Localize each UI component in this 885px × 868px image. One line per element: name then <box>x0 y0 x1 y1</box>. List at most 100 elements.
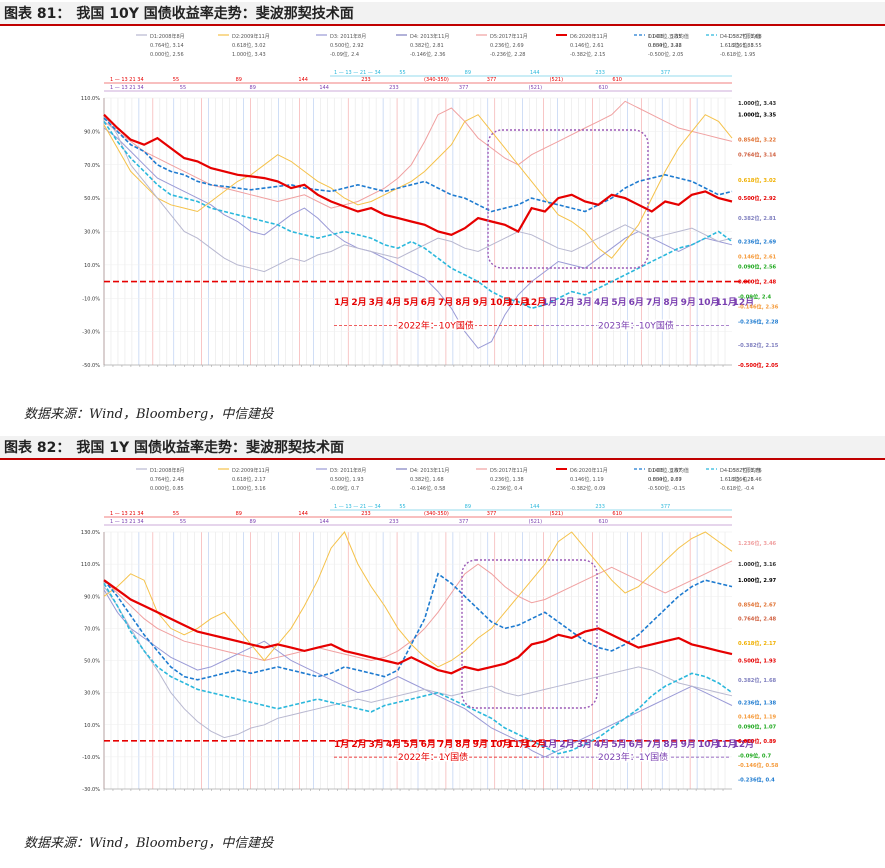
month-label: 8月 <box>663 739 678 750</box>
legend-text: 1.000位, 2.97 <box>648 467 682 474</box>
level-label: -0.236位, 2.28 <box>738 318 779 326</box>
legend-text: 0.854位, 3.22 <box>648 42 682 49</box>
legend-text: D4-D5：下限均值 <box>720 33 761 40</box>
level-label: 0.500位, 2.92 <box>738 194 777 202</box>
legend-text: D1-D5：五枚均值 <box>648 467 689 474</box>
level-label: -0.09位, 0.7 <box>738 751 771 759</box>
legend-text: 0.000位, 2.48 <box>648 42 682 49</box>
legend-text: 0.618位, 3.02 <box>232 42 266 49</box>
y-tick-label: 110.0% <box>81 96 100 102</box>
level-label: 0.618位, 3.02 <box>738 176 777 184</box>
fib-label: 144 <box>530 70 540 76</box>
legend-text: 1.236位, 3.46 <box>728 476 762 483</box>
month-label: 10月 <box>490 297 512 308</box>
level-label: 0.000位, 2.48 <box>738 278 777 286</box>
legend-text: 1.618位, 4.26 <box>720 476 754 483</box>
fib-label: 55 <box>399 70 405 76</box>
level-label: -0.500位, 2.05 <box>738 361 779 369</box>
y-tick-label: 50.0% <box>84 196 100 202</box>
legend-text: 0.500位, 1.93 <box>330 476 364 483</box>
month-label: 6月 <box>629 739 644 750</box>
legend-text: D1:2008年8月 <box>150 467 185 474</box>
level-label: -0.146位, 2.36 <box>738 303 779 311</box>
fib-label: 89 <box>465 504 471 510</box>
legend-text: -0.500位, 2.05 <box>648 51 683 58</box>
series-line <box>103 582 733 755</box>
legend-text: D2:2009年11月 <box>232 467 270 474</box>
month-label: 1月 <box>334 297 349 308</box>
level-label: 0.090位, 1.07 <box>738 722 777 730</box>
fib-label: 55 <box>399 504 405 510</box>
month-label: 3月 <box>577 297 592 308</box>
legend-text: 0.764位, 2.48 <box>150 476 184 483</box>
legend-text: D3: 2011年8月 <box>330 33 366 40</box>
legend-text: D4: 2013年11月 <box>410 467 449 474</box>
month-label: 6月 <box>421 739 436 750</box>
legend-text: 0.236位, 2.69 <box>490 42 524 49</box>
level-label: 0.618位, 2.17 <box>738 639 777 647</box>
legend-text: 0.146位, 2.61 <box>570 42 604 49</box>
month-label: 2月 <box>559 739 574 750</box>
highlight-box <box>487 129 649 269</box>
fib-label: 233 <box>389 85 399 91</box>
fib-label: (521) <box>529 85 542 91</box>
level-label: 0.146位, 1.19 <box>738 713 777 721</box>
period-2022-label: 2022年：1Y国债 <box>398 751 468 763</box>
fib-label: 55 <box>180 85 186 91</box>
level-label: -0.146位, 0.58 <box>738 761 779 769</box>
month-label: 2月 <box>559 297 574 308</box>
legend-text: -0.146位, 0.58 <box>410 485 445 492</box>
legend-text: 1.236位, 3.55 <box>728 42 762 49</box>
period-2023-label: 2023年：10Y国债 <box>598 319 674 331</box>
series-line <box>103 531 733 668</box>
month-label: 5月 <box>403 739 418 750</box>
figure-82-chart: D1:2008年8月 0.764位, 2.48 0.000位, 0.85 D2:200… <box>81 467 779 793</box>
fib-label: 55 <box>173 511 179 517</box>
level-label: 1.000位, 3.35 <box>738 111 777 119</box>
y-tick-label: -10.0% <box>82 296 100 302</box>
fib-label: 377 <box>459 519 469 525</box>
month-label: 9月 <box>681 739 696 750</box>
fib-label: 89 <box>250 85 256 91</box>
month-label: 8月 <box>455 739 470 750</box>
legend-text: -0.236位, 0.4 <box>490 485 522 492</box>
month-label: 8月 <box>455 297 470 308</box>
fib-label: 377 <box>661 70 671 76</box>
level-label: 0.854位, 3.22 <box>738 136 777 144</box>
legend-text: 0.764位, 3.14 <box>150 42 184 49</box>
month-label: 7月 <box>438 297 453 308</box>
figure-82-title-text: 我国 1Y 国债收益率走势：斐波那契技术面 <box>76 440 344 456</box>
legend-text: 1.000位, 3.35 <box>648 33 682 40</box>
y-tick-label: 90.0% <box>84 129 100 135</box>
legend-text: -0.500位, -0.15 <box>648 485 685 492</box>
fib-label: 144 <box>319 85 329 91</box>
month-label: 1月 <box>334 739 349 750</box>
series-line <box>103 120 733 310</box>
month-label: 12月 <box>733 739 755 750</box>
month-label: 5月 <box>611 739 626 750</box>
month-label: 5月 <box>611 297 626 308</box>
legend-text: 0.000位, 0.85 <box>150 485 184 492</box>
fib-label: 233 <box>361 77 371 83</box>
month-label: 8月 <box>663 297 678 308</box>
legend-text: -0.236位, 2.28 <box>490 51 525 58</box>
fib-label: 233 <box>389 519 399 525</box>
month-label: 12月 <box>733 297 755 308</box>
legend-text: D5:2017年11月 <box>490 467 528 474</box>
fib-label: 1 — 13 21 34 <box>110 511 144 517</box>
y-tick-label: 130.0% <box>81 530 100 536</box>
level-label: 0.090位, 2.56 <box>738 263 777 271</box>
level-label: 1.000位, 3.43 <box>738 99 777 107</box>
legend-text: 0.382位, 2.81 <box>410 42 444 49</box>
level-label: 1.000位, 2.97 <box>738 576 777 584</box>
month-label: 7月 <box>646 739 661 750</box>
legend-text: 0.000位, 0.89 <box>648 476 682 483</box>
month-label: 2月 <box>351 297 366 308</box>
fib-label: 144 <box>530 504 540 510</box>
legend-text: -0.09位, 2.4 <box>330 51 359 58</box>
legend-text: D6:2020年11月 <box>570 33 608 40</box>
series-line <box>103 586 733 739</box>
month-label: 2月 <box>351 739 366 750</box>
fib-label: 89 <box>236 511 242 517</box>
level-label: 0.236位, 2.69 <box>738 238 777 246</box>
